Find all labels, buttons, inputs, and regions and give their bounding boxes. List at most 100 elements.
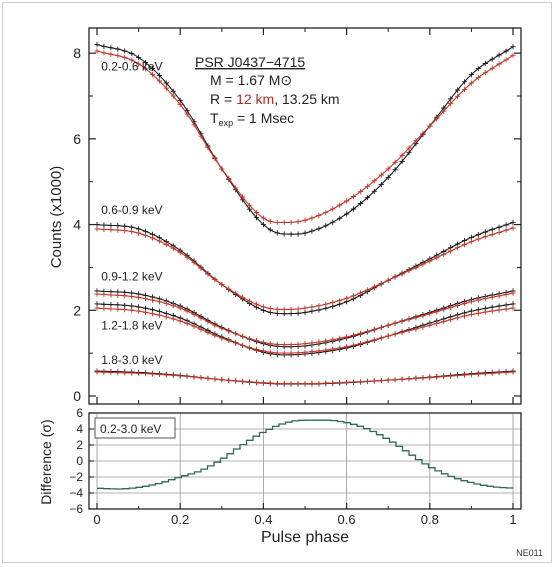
data-point [170,93,176,99]
data-point [330,206,336,212]
data-point [205,319,211,325]
data-point [115,53,121,59]
series-markers-0-2-0-6-kev-r-12-km [94,48,516,225]
data-point [226,328,232,334]
data-point [170,245,176,251]
data-point [149,235,156,241]
data-point [163,314,169,320]
data-point [219,377,225,383]
data-point [441,374,447,380]
data-point [510,52,516,58]
data-point [316,212,322,218]
data-point [454,245,461,251]
data-point [184,320,190,327]
data-point [198,265,204,271]
data-point [281,231,287,237]
data-point [392,377,398,383]
data-point [94,226,100,232]
data-point [461,372,468,378]
data-point [149,371,156,377]
data-point [385,277,391,283]
data-point [136,308,142,314]
data-point [441,319,447,325]
data-point [302,230,308,236]
data-point [260,339,266,345]
data-point [108,45,114,51]
data-point [233,185,239,191]
data-point [344,379,350,385]
data-point [156,312,162,318]
y-tick-label: −6 [69,502,83,516]
data-point [330,380,336,386]
data-point [489,56,495,62]
data-point [344,344,350,350]
data-point [142,59,149,66]
band-label: 0.9-1.2 keV [101,269,162,283]
data-point [233,378,239,384]
data-point [108,292,114,298]
data-point [170,303,176,309]
data-point [302,217,308,223]
data-point [219,166,225,172]
data-point [496,61,502,67]
data-point [461,79,468,85]
data-point [413,138,419,144]
data-point [240,342,246,348]
data-point [122,48,128,54]
data-point [309,304,315,310]
annotation-radius-red: 12 km [236,91,274,107]
data-point [371,326,377,332]
data-point [274,341,280,347]
y-tick-label: 0 [73,388,81,404]
data-point [420,324,426,330]
data-point [337,215,343,221]
data-point [115,223,121,229]
data-point [142,66,149,72]
data-point [233,331,239,337]
data-point [330,337,336,343]
data-point [482,234,488,240]
data-point [448,317,454,323]
data-point [122,54,128,61]
data-point [184,308,190,314]
data-point [503,306,509,312]
data-point [441,251,447,257]
data-point [510,290,516,296]
data-point [253,209,260,216]
data-point [316,380,322,386]
data-point [468,312,474,318]
difference-panel: −6 −4 −2 0 2 4 6 0 0.2 0.4 0.6 0.8 1 0.2-3.0 keV Di… [38,406,522,546]
counts-series-group [94,42,516,387]
data-point [260,215,266,221]
data-point [240,333,246,339]
data-point [503,369,509,375]
data-point [101,43,107,49]
data-point [385,174,391,180]
data-point [108,227,114,233]
data-point [378,182,384,188]
data-point [253,346,260,352]
data-point [364,195,370,201]
data-point [454,373,461,379]
data-point [468,372,474,378]
series-markers-1-8-3-0-kev-r-12-km [94,369,516,387]
data-point [101,306,107,312]
difference-series-group [97,419,513,490]
data-point [496,307,502,313]
data-point [281,350,287,356]
data-point [122,228,128,234]
y-tick-label: 4 [73,217,81,233]
data-point [129,224,135,230]
data-point [406,376,412,382]
data-point [281,306,287,312]
data-point [309,215,315,221]
data-point [163,80,169,86]
data-point [274,350,280,356]
data-point [371,284,377,290]
data-point [434,320,440,327]
x-tick-label: 1 [509,512,516,527]
y-tick-label: 0 [76,454,83,468]
data-point [371,378,377,384]
data-point [385,377,391,383]
data-point [406,328,412,334]
